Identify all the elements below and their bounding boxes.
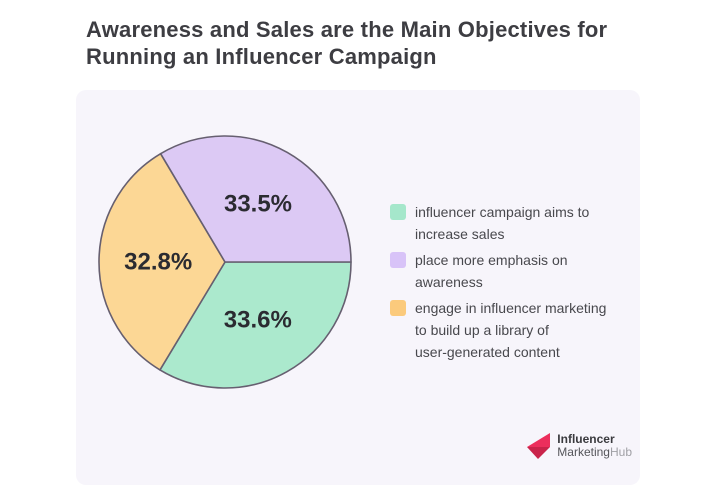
pie-chart: 33.6% 32.8% 33.5% xyxy=(98,135,352,389)
influencer-marketing-hub-logo-icon xyxy=(527,433,551,459)
chart-title-line2: Running an Influencer Campaign xyxy=(86,44,437,69)
legend-item: place more emphasis on awareness xyxy=(390,249,618,293)
brand-name-marketinghub: MarketingHub xyxy=(557,446,632,459)
legend-item: engage in influencer marketing to build u… xyxy=(390,297,618,363)
brand-logo: Influencer MarketingHub xyxy=(526,432,632,460)
pie-slice-label-awareness: 33.5% xyxy=(224,191,292,218)
legend-swatch xyxy=(390,204,406,220)
pie-slice-increase-sales xyxy=(159,261,352,389)
brand-logo-text: Influencer MarketingHub xyxy=(557,433,632,459)
legend-item: influencer campaign aims to increase sale… xyxy=(390,201,618,245)
legend-swatch xyxy=(390,252,406,268)
pie-slice-label-ugc-library: 32.8% xyxy=(124,248,192,275)
brand-name-marketing: Marketing xyxy=(557,445,610,459)
legend-label: influencer campaign aims to increase sale… xyxy=(415,204,590,242)
legend-swatch xyxy=(390,300,406,316)
legend-label: engage in influencer marketing to build u… xyxy=(415,300,607,360)
pie-slice-awareness xyxy=(159,135,352,263)
chart-title-line1: Awareness and Sales are the Main Objecti… xyxy=(86,17,608,42)
legend-label: place more emphasis on awareness xyxy=(415,252,568,290)
pie-slice-ugc-library xyxy=(98,152,226,371)
chart-card: 33.6% 32.8% 33.5% influencer campaign aims… xyxy=(76,90,640,485)
pie-slice-label-increase-sales: 33.6% xyxy=(224,307,292,334)
brand-name-influencer: Influencer xyxy=(557,432,615,446)
legend: influencer campaign aims to increase sale… xyxy=(390,201,618,367)
brand-name-hub: Hub xyxy=(609,445,632,459)
chart-title: Awareness and Sales are the Main Objecti… xyxy=(86,16,607,70)
